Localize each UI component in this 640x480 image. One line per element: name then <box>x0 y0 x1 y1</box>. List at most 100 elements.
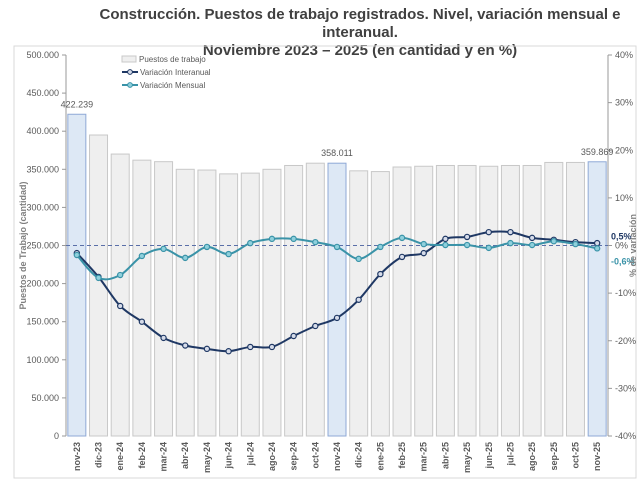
x-tick-label: oct-25 <box>570 442 580 469</box>
point-oct-24 <box>312 322 319 330</box>
point-nov-23 <box>73 251 81 259</box>
point-jun-24 <box>225 250 232 258</box>
right-tick-label: -20% <box>615 336 636 346</box>
right-tick-label: -10% <box>615 288 636 298</box>
left-tick-label: 350.000 <box>26 164 59 174</box>
x-tick-label: nov-23 <box>72 442 82 471</box>
x-tick-label: may-25 <box>462 442 472 473</box>
bar-may-24 <box>197 169 217 437</box>
point-dic-24 <box>355 255 362 263</box>
x-tick-label: mar-24 <box>159 442 169 472</box>
bar-ago-25 <box>522 164 542 437</box>
x-tick-label: nov-25 <box>592 442 602 471</box>
bar-jul-24 <box>240 172 260 437</box>
left-tick-label: 150.000 <box>26 317 59 327</box>
bar-mar-24 <box>154 161 174 437</box>
point-feb-25 <box>398 253 406 261</box>
x-tick-label: oct-24 <box>310 442 320 469</box>
x-tick-label: may-24 <box>202 442 212 473</box>
point-nov-24 <box>333 243 341 251</box>
point-ago-24 <box>268 343 276 351</box>
point-mar-25 <box>420 240 427 248</box>
bar-oct-24 <box>305 162 325 437</box>
legend-label: Puestos de trabajo <box>139 55 206 64</box>
point-mar-24 <box>160 245 167 253</box>
x-tick-label: abr-24 <box>180 442 190 469</box>
point-ene-25 <box>377 243 384 251</box>
bar-sep-25 <box>544 161 564 437</box>
point-ago-24 <box>268 235 276 243</box>
bar-oct-25 <box>565 161 585 437</box>
point-nov-25 <box>593 245 601 252</box>
bar-abr-25 <box>435 164 455 437</box>
point-dic-24 <box>355 296 362 303</box>
legend-marker <box>127 69 133 75</box>
point-ene-24 <box>116 302 124 310</box>
bar-abr-24 <box>175 168 195 437</box>
x-tick-label: ago-25 <box>527 442 537 471</box>
bar-dic-24 <box>349 170 369 437</box>
point-jul-25 <box>507 228 514 236</box>
point-mar-24 <box>160 334 167 342</box>
point-jul-25 <box>507 239 514 247</box>
bar-nov-24 <box>327 162 347 437</box>
bar-jun-24 <box>219 173 239 437</box>
x-tick-label: sep-24 <box>289 442 299 471</box>
left-tick-label: 300.000 <box>26 202 59 212</box>
right-tick-label: 40% <box>615 50 633 60</box>
x-tick-label: ene-24 <box>115 442 125 471</box>
point-nov-25 <box>593 239 601 247</box>
x-tick-label: ene-25 <box>375 442 385 471</box>
point-abr-24 <box>182 254 189 262</box>
x-tick-label: ago-24 <box>267 442 277 471</box>
bar-label: 358.011 <box>321 148 353 158</box>
point-feb-24 <box>138 252 146 260</box>
x-tick-label: jul-25 <box>505 442 515 467</box>
point-oct-24 <box>312 238 319 246</box>
left-tick-label: 450.000 <box>26 88 59 98</box>
point-jun-25 <box>485 244 492 252</box>
point-jun-24 <box>225 348 232 355</box>
bar-ago-24 <box>262 168 282 437</box>
bar-feb-24 <box>132 159 152 437</box>
x-tick-label: jul-24 <box>245 442 255 467</box>
title: Construcción. Puestos de trabajo registr… <box>99 6 621 41</box>
point-jun-25 <box>485 228 492 236</box>
point-jul-24 <box>247 239 254 247</box>
point-sep-25 <box>550 238 558 245</box>
left-tick-label: 200.000 <box>26 279 59 289</box>
point-dic-23 <box>95 274 102 282</box>
point-ene-25 <box>377 270 384 278</box>
left-tick-label: 100.000 <box>26 355 59 365</box>
bar-jun-25 <box>479 165 499 437</box>
legend-label: Variación Interanual <box>140 68 211 77</box>
bar-feb-25 <box>392 166 412 437</box>
point-feb-24 <box>138 318 146 325</box>
bar-ene-24 <box>110 153 130 437</box>
point-sep-24 <box>290 332 297 340</box>
point-jul-24 <box>247 343 254 351</box>
right-tick-label: 20% <box>615 145 633 155</box>
point-feb-25 <box>398 234 406 242</box>
x-tick-label: sep-25 <box>549 442 559 471</box>
left-tick-label: 400.000 <box>26 126 59 136</box>
bar-sep-24 <box>284 164 304 437</box>
x-tick-label: jun-25 <box>484 442 494 470</box>
point-nov-24 <box>333 314 341 322</box>
bar-label: 422.239 <box>61 99 94 109</box>
x-tick-label: feb-24 <box>137 442 147 469</box>
point-ene-24 <box>116 271 124 279</box>
left-tick-label: 0 <box>54 431 59 441</box>
point-ago-25 <box>528 234 536 242</box>
x-tick-label: mar-25 <box>419 442 429 472</box>
bar-label: 359.869 <box>581 147 614 157</box>
bar-ene-25 <box>370 171 390 437</box>
point-may-25 <box>463 233 471 241</box>
y-axis-title: Puestos de Trabajo (cantidad) <box>18 181 28 309</box>
bar-mar-25 <box>414 165 434 437</box>
bar-may-25 <box>457 164 477 437</box>
x-tick-label: nov-24 <box>332 442 342 471</box>
point-mar-25 <box>420 249 427 257</box>
right-tick-label: 10% <box>615 193 633 203</box>
right-tick-label: -40% <box>615 431 636 441</box>
